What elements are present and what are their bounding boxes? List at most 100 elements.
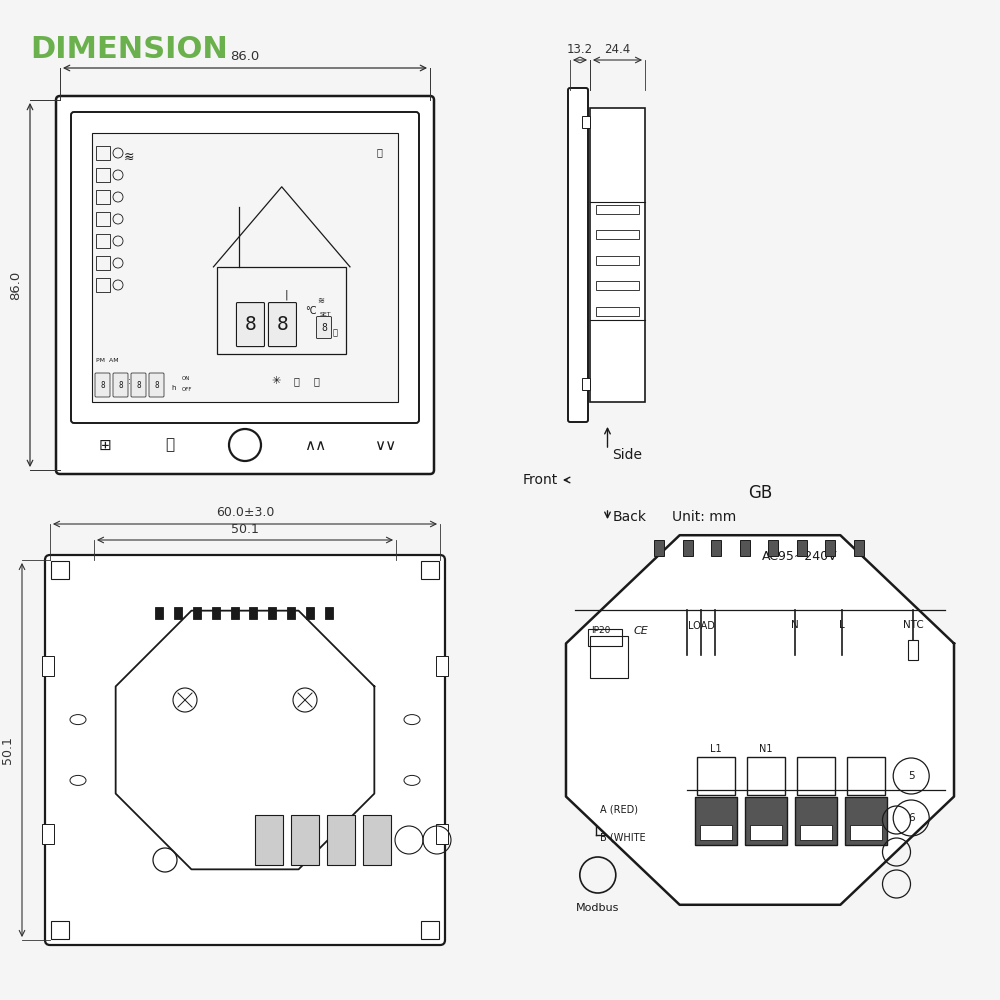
- Bar: [747, 757, 785, 795]
- Bar: [768, 540, 778, 556]
- Text: °C: °C: [305, 306, 317, 316]
- Bar: [268, 607, 276, 619]
- Text: Back: Back: [612, 510, 646, 524]
- Text: 50.1: 50.1: [231, 523, 259, 536]
- FancyBboxPatch shape: [236, 303, 264, 347]
- Bar: [92, 133, 398, 402]
- Text: 🕐: 🕐: [314, 376, 320, 386]
- Text: IP20: IP20: [591, 626, 610, 635]
- Ellipse shape: [70, 715, 86, 725]
- Text: L: L: [839, 620, 845, 630]
- Bar: [582, 378, 590, 390]
- Text: 86.0: 86.0: [9, 270, 22, 300]
- Bar: [797, 757, 835, 795]
- Text: ∧∧: ∧∧: [304, 438, 326, 452]
- Ellipse shape: [404, 715, 420, 725]
- FancyBboxPatch shape: [95, 373, 110, 397]
- Text: L1: L1: [710, 744, 722, 754]
- Bar: [700, 825, 732, 840]
- Text: DIMENSION: DIMENSION: [30, 35, 228, 64]
- Bar: [436, 656, 448, 676]
- Text: 8: 8: [100, 380, 105, 389]
- Bar: [287, 607, 295, 619]
- Text: 60.0±3.0: 60.0±3.0: [216, 506, 274, 519]
- Bar: [436, 824, 448, 844]
- Text: B (WHITE: B (WHITE: [600, 833, 645, 843]
- Bar: [795, 797, 837, 845]
- Text: AC95~240V: AC95~240V: [762, 550, 838, 563]
- Bar: [96, 190, 110, 204]
- Text: 86.0: 86.0: [230, 50, 260, 63]
- Bar: [291, 815, 319, 865]
- Bar: [590, 108, 645, 402]
- Ellipse shape: [70, 775, 86, 785]
- Text: Side: Side: [612, 448, 642, 462]
- Bar: [193, 607, 201, 619]
- Text: N1: N1: [759, 744, 773, 754]
- Bar: [695, 797, 737, 845]
- Bar: [51, 921, 69, 939]
- Text: ✳: ✳: [272, 376, 281, 386]
- Bar: [697, 757, 735, 795]
- Bar: [797, 540, 807, 556]
- FancyBboxPatch shape: [113, 373, 128, 397]
- Text: 🔥: 🔥: [294, 376, 300, 386]
- Bar: [847, 757, 885, 795]
- Bar: [155, 607, 163, 619]
- Bar: [850, 825, 882, 840]
- Text: |: |: [285, 290, 289, 300]
- Text: 8: 8: [136, 380, 141, 389]
- Text: SET: SET: [319, 312, 331, 317]
- FancyBboxPatch shape: [268, 303, 296, 347]
- Bar: [363, 815, 391, 865]
- Text: ⏰: ⏰: [165, 438, 175, 452]
- Bar: [212, 607, 220, 619]
- Text: GB: GB: [748, 484, 772, 502]
- Bar: [654, 540, 664, 556]
- Text: 8: 8: [277, 315, 288, 334]
- Bar: [96, 212, 110, 226]
- Text: 8: 8: [118, 380, 123, 389]
- Text: 8: 8: [154, 380, 159, 389]
- Bar: [854, 540, 864, 556]
- Bar: [750, 825, 782, 840]
- Text: 24.4: 24.4: [604, 43, 631, 56]
- Text: Modbus: Modbus: [576, 903, 619, 913]
- Bar: [174, 607, 182, 619]
- Bar: [96, 278, 110, 292]
- Text: ⊞: ⊞: [99, 438, 111, 452]
- FancyBboxPatch shape: [56, 96, 434, 474]
- Bar: [800, 825, 832, 840]
- Bar: [596, 205, 639, 214]
- Text: ON: ON: [182, 376, 190, 381]
- Bar: [596, 281, 639, 290]
- FancyBboxPatch shape: [71, 112, 419, 423]
- Text: ≋: ≋: [317, 297, 324, 306]
- Text: 2: 2: [763, 759, 769, 769]
- Bar: [745, 797, 787, 845]
- Text: 3: 3: [813, 759, 819, 769]
- Text: ⏰: ⏰: [333, 329, 338, 338]
- Text: N: N: [791, 620, 799, 630]
- Text: 4: 4: [863, 759, 869, 769]
- Bar: [249, 607, 257, 619]
- FancyBboxPatch shape: [568, 88, 588, 422]
- Bar: [740, 540, 750, 556]
- Bar: [590, 636, 628, 678]
- Text: Front: Front: [523, 473, 558, 487]
- Text: NTC: NTC: [903, 620, 924, 630]
- Bar: [42, 656, 54, 676]
- Polygon shape: [566, 535, 954, 905]
- Text: 8: 8: [321, 323, 327, 333]
- Text: ∨∨: ∨∨: [374, 438, 396, 452]
- FancyBboxPatch shape: [45, 555, 445, 945]
- Bar: [596, 256, 639, 265]
- Bar: [96, 146, 110, 160]
- Text: 1: 1: [713, 759, 719, 769]
- Bar: [596, 230, 639, 239]
- Text: CE: CE: [634, 626, 649, 636]
- Bar: [231, 607, 239, 619]
- Text: 🔒: 🔒: [376, 147, 382, 157]
- Bar: [582, 116, 590, 128]
- Bar: [42, 824, 54, 844]
